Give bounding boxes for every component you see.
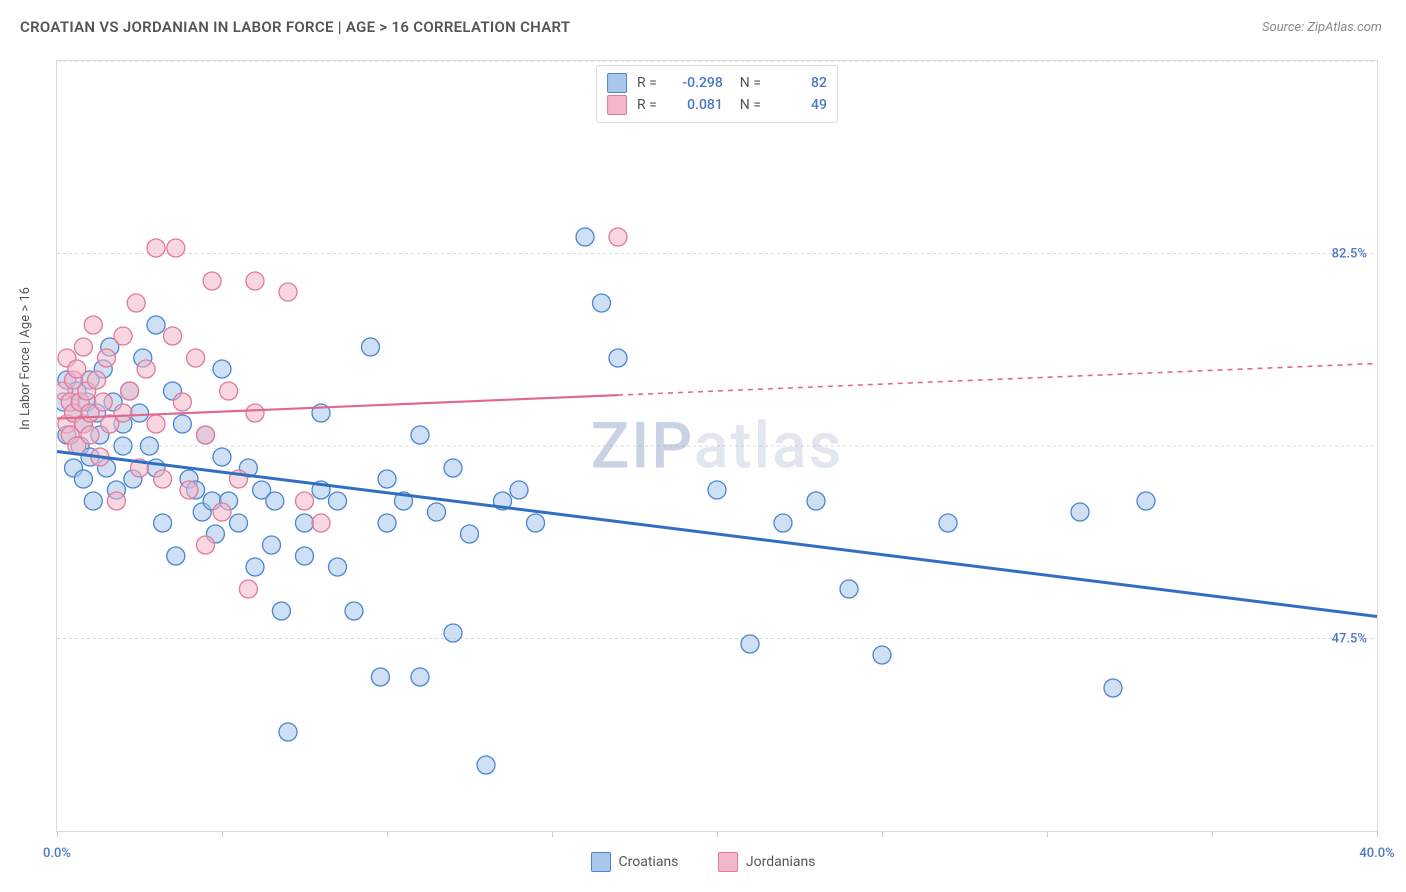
x-tick-mark — [1212, 831, 1213, 837]
x-tick-mark — [1377, 831, 1378, 837]
legend-label-jordanians: Jordanians — [746, 854, 816, 870]
y-axis-label: In Labor Force | Age > 16 — [18, 287, 33, 430]
n-label: N = — [733, 72, 761, 94]
x-tick-mark — [717, 831, 718, 837]
x-tick-mark — [387, 831, 388, 837]
chart-container: CROATIAN VS JORDANIAN IN LABOR FORCE | A… — [0, 0, 1406, 892]
x-tick-mark — [552, 831, 553, 837]
legend-row-pink: R = 0.081 N = 49 — [607, 94, 827, 116]
r-value-pink: 0.081 — [667, 94, 723, 116]
n-label: N = — [733, 94, 761, 116]
n-value-pink: 49 — [771, 94, 827, 116]
r-label: R = — [637, 72, 657, 94]
r-value-blue: -0.298 — [667, 72, 723, 94]
series-legend: Croatians Jordanians — [0, 852, 1406, 876]
legend-item-croatians: Croatians — [591, 852, 679, 872]
r-label: R = — [637, 94, 657, 116]
plot-area: ZIPatlas R = -0.298 N = 82 R = 0.081 N =… — [56, 60, 1378, 832]
legend-label-croatians: Croatians — [619, 854, 679, 870]
x-tick-mark — [57, 831, 58, 837]
n-value-blue: 82 — [771, 72, 827, 94]
swatch-blue-icon — [591, 852, 611, 872]
source-attribution: Source: ZipAtlas.com — [1262, 20, 1382, 35]
x-tick-mark — [222, 831, 223, 837]
y-tick-label: 47.5% — [1332, 631, 1367, 646]
y-tick-label: 82.5% — [1332, 246, 1367, 261]
legend-item-jordanians: Jordanians — [718, 852, 816, 872]
swatch-pink — [607, 95, 627, 115]
x-tick-mark — [882, 831, 883, 837]
legend-row-blue: R = -0.298 N = 82 — [607, 72, 827, 94]
x-tick-mark — [1047, 831, 1048, 837]
chart-title: CROATIAN VS JORDANIAN IN LABOR FORCE | A… — [20, 18, 570, 36]
swatch-pink-icon — [718, 852, 738, 872]
scatter-svg — [57, 61, 1377, 831]
correlation-legend: R = -0.298 N = 82 R = 0.081 N = 49 — [596, 65, 838, 123]
swatch-blue — [607, 73, 627, 93]
